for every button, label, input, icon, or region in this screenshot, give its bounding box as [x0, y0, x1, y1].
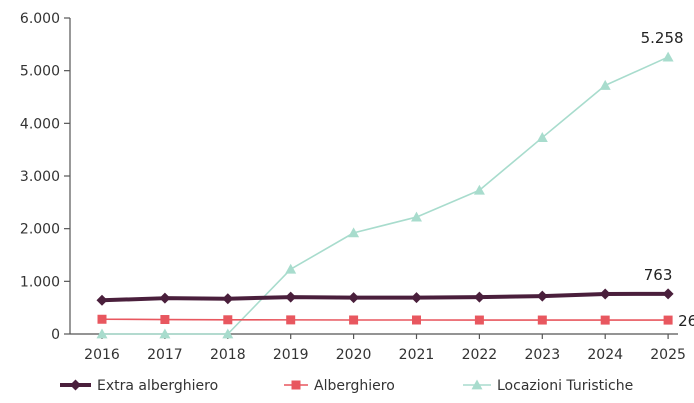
data-point [411, 211, 422, 222]
data-point [663, 315, 673, 325]
data-labels: 5.258 763 264 [641, 29, 694, 330]
data-point [348, 227, 360, 238]
series-group [96, 51, 674, 339]
data-point [159, 292, 171, 304]
legend-swatch-marker [471, 379, 483, 390]
data-point [96, 328, 108, 339]
series-1 [97, 314, 673, 325]
series-0 [96, 288, 674, 306]
data-point [223, 315, 233, 325]
legend-label: Alberghiero [314, 378, 395, 394]
y-tick-label: 1.000 [20, 274, 60, 290]
data-point [286, 315, 296, 325]
data-point [473, 291, 485, 303]
legend-item: Locazioni Turistiche [463, 378, 633, 394]
x-tick-label: 2019 [273, 347, 309, 363]
series-line [101, 318, 669, 321]
legend-label: Extra alberghiero [97, 378, 218, 394]
data-point [473, 184, 485, 195]
data-point [537, 315, 547, 325]
series-2 [96, 51, 674, 339]
data-point [285, 263, 297, 274]
legend-item: Extra alberghiero [60, 378, 218, 394]
data-label: 763 [644, 266, 673, 284]
x-tick-label: 2025 [650, 347, 686, 363]
data-point [599, 79, 611, 90]
x-tick-label: 2017 [147, 347, 183, 363]
data-point [412, 315, 421, 325]
legend-item: Alberghiero [284, 378, 395, 394]
y-tick-label: 4.000 [20, 116, 60, 132]
y-tick-label: 6.000 [20, 11, 60, 27]
x-tick-label: 2024 [587, 347, 623, 363]
y-tick-label: 2.000 [20, 222, 60, 238]
data-point [536, 290, 548, 302]
data-point [662, 288, 674, 300]
data-point [222, 293, 234, 305]
data-point [348, 292, 360, 304]
data-point [222, 328, 234, 339]
data-point [536, 132, 548, 142]
x-tick-label: 2023 [524, 347, 560, 363]
series-line [102, 56, 669, 335]
data-label: 5.258 [641, 29, 684, 47]
series-line [101, 291, 669, 303]
data-point [97, 314, 107, 324]
legend-label: Locazioni Turistiche [497, 378, 633, 394]
axes: 0 1.000 2.000 3.000 4.000 5.000 6.000 2016 2017 2… [20, 11, 686, 363]
y-tick-label: 0 [51, 327, 60, 343]
y-tick-label: 5.000 [20, 64, 60, 80]
y-tick-label: 3.000 [20, 169, 60, 185]
data-point [662, 51, 674, 62]
legend-swatch-marker [291, 380, 301, 390]
data-point [411, 292, 422, 304]
data-point [474, 315, 484, 325]
x-tick-label: 2020 [336, 347, 372, 363]
data-point [159, 328, 171, 339]
data-point [160, 315, 170, 325]
legend-swatch-marker [70, 379, 81, 391]
data-point [96, 294, 108, 306]
legend: Extra alberghiero Alberghiero Locazioni Tu… [60, 378, 633, 394]
data-point [599, 288, 611, 300]
data-label: 264 [678, 312, 694, 330]
data-point [285, 291, 297, 303]
x-tick-label: 2021 [399, 347, 435, 363]
data-point [349, 315, 359, 325]
x-tick-label: 2022 [462, 347, 498, 363]
data-point [600, 315, 610, 325]
x-tick-label: 2018 [210, 347, 246, 363]
x-tick-label: 2016 [84, 347, 120, 363]
